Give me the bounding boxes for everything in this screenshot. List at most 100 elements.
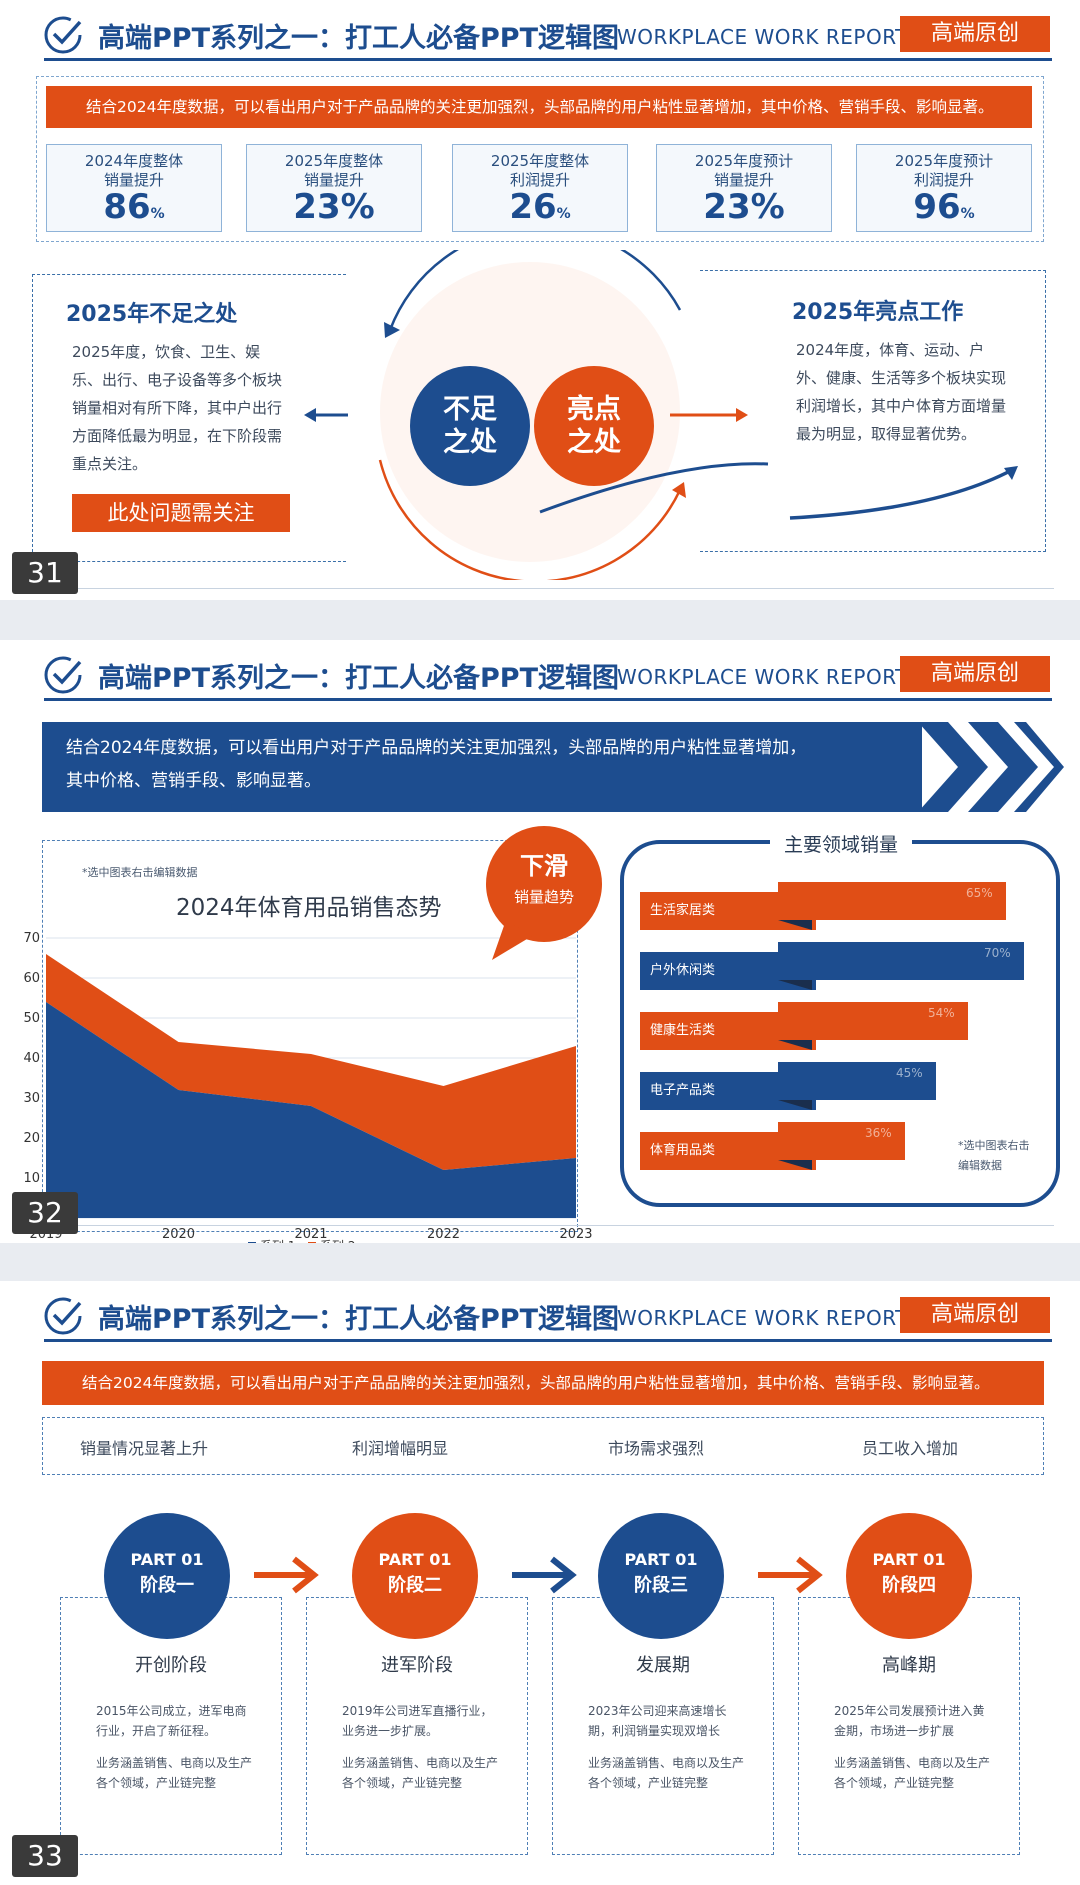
stat-value: 96% bbox=[913, 187, 975, 227]
stage-description: 2023年公司迎来高速增长期，利润销量实现双增长 bbox=[588, 1704, 727, 1738]
hbar-fill bbox=[778, 1122, 905, 1160]
stat-value: 23% bbox=[293, 187, 375, 227]
weakness-circle: 不足之处 bbox=[410, 366, 530, 486]
hbar-value-label: 36% bbox=[865, 1126, 892, 1140]
stage-description: 2019年公司进军直播行业，业务进一步扩展。 bbox=[342, 1704, 493, 1738]
slide-title: 高端PPT系列之一：打工人必备PPT逻辑图 bbox=[98, 1304, 619, 1335]
highlight-label: 销量情况显著上升 bbox=[80, 1439, 209, 1458]
stage-title: 高峰期 bbox=[882, 1655, 936, 1676]
growth-arrow-icon bbox=[789, 466, 1018, 520]
slide-31: 高端PPT系列之一：打工人必备PPT逻辑图 WORKPLACE WORK REP… bbox=[0, 0, 1080, 600]
hbar-fill bbox=[778, 1002, 968, 1040]
highlight-panel bbox=[700, 270, 1046, 552]
stat-value: 26% bbox=[509, 187, 571, 227]
header-rule bbox=[44, 1339, 1052, 1342]
hbar-value-label: 70% bbox=[984, 946, 1011, 960]
check-circle-icon bbox=[44, 16, 82, 54]
summary-banner: 结合2024年度数据，可以看出用户对于产品品牌的关注更加强烈，头部品牌的用户粘性… bbox=[42, 1361, 1044, 1405]
stat-label: 2025年度整体 利润提升 bbox=[490, 152, 590, 189]
original-tag: 高端原创 bbox=[900, 656, 1050, 692]
stat-label: 2024年度整体 销量提升 bbox=[84, 152, 184, 189]
slide-title: 高端PPT系列之一：打工人必备PPT逻辑图 bbox=[98, 23, 619, 54]
highlight-title: 2025年亮点工作 bbox=[792, 300, 964, 325]
stage-scope: 业务涵盖销售、电商以及生产各个领域，产业链完整 bbox=[588, 1756, 745, 1790]
stage-name: 阶段二 bbox=[388, 1575, 442, 1596]
stage-part-label: PART 01 bbox=[378, 1550, 452, 1569]
category-sales-title: 主要领域销量 bbox=[770, 830, 913, 857]
area-series-2 bbox=[46, 954, 576, 1170]
weakness-title: 2025年不足之处 bbox=[66, 302, 238, 327]
y-tick-label: 70 bbox=[23, 931, 40, 946]
hbar-fold bbox=[778, 920, 812, 930]
stage-part-label: PART 01 bbox=[872, 1550, 946, 1569]
arrow-right-icon bbox=[758, 1556, 823, 1594]
check-circle-icon bbox=[44, 1297, 82, 1335]
side-note: *选中图表右击编辑数据 bbox=[958, 1139, 1030, 1172]
stage-circle: PART 01 阶段三 bbox=[598, 1513, 724, 1639]
stat-card: 2025年度预计 销量提升 23% bbox=[656, 144, 832, 232]
original-tag: 高端原创 bbox=[900, 16, 1050, 52]
banner-line-2: 其中价格、营销手段、影响显著。 bbox=[66, 771, 321, 791]
arrow-right-icon bbox=[512, 1556, 577, 1594]
summary-banner: 结合2024年度数据，可以看出用户对于产品品牌的关注更加强烈，头部品牌的用户粘性… bbox=[46, 86, 1032, 128]
hbar-fold bbox=[778, 1040, 812, 1050]
hbar-fold bbox=[778, 1100, 812, 1110]
stat-card: 2025年度整体 利润提升 26% bbox=[452, 144, 628, 232]
hbar-value-label: 54% bbox=[928, 1006, 955, 1020]
stage-name: 阶段四 bbox=[882, 1575, 936, 1596]
y-tick-label: 50 bbox=[23, 1011, 40, 1026]
attention-button[interactable]: 此处问题需关注 bbox=[72, 494, 290, 532]
stats-frame bbox=[36, 76, 1044, 242]
stage-title: 进军阶段 bbox=[381, 1655, 453, 1676]
stage-description: 2015年公司成立，进军电商行业，开启了新征程。 bbox=[96, 1704, 247, 1738]
highlight-circle-label: 亮点之处 bbox=[567, 394, 621, 458]
weakness-panel bbox=[32, 274, 346, 562]
bubble-subtitle: 销量趋势 bbox=[513, 888, 574, 906]
legend-swatch-series-1 bbox=[248, 1242, 256, 1243]
cycle-graphic bbox=[304, 250, 769, 580]
slide-header: 高端PPT系列之一：打工人必备PPT逻辑图 WORKPLACE WORK REP… bbox=[0, 0, 1080, 68]
stage-title: 发展期 bbox=[636, 1655, 690, 1676]
hbar-fold bbox=[778, 980, 812, 990]
hbar-value-label: 65% bbox=[966, 886, 993, 900]
y-tick-label: 40 bbox=[23, 1051, 40, 1066]
chart-frame bbox=[42, 840, 578, 1232]
check-circle-icon bbox=[44, 656, 82, 694]
stat-card: 2025年度预计 利润提升 96% bbox=[856, 144, 1032, 232]
hbar-fill bbox=[778, 1062, 936, 1100]
y-tick-label: 20 bbox=[23, 1131, 40, 1146]
stage-name: 阶段三 bbox=[634, 1575, 688, 1596]
area-chart-title: 2024年体育用品销售态势 bbox=[176, 895, 442, 921]
slide-number: 31 bbox=[12, 552, 78, 594]
area-chart: 01020304050607020192020202120222023系列 1系… bbox=[23, 931, 593, 1243]
speech-bubble-icon bbox=[486, 826, 602, 960]
stage-description: 2025年公司发展预计进入黄金期，市场进一步扩展 bbox=[834, 1704, 985, 1738]
legend-swatch-series-2 bbox=[308, 1242, 316, 1243]
slide-title: 高端PPT系列之一：打工人必备PPT逻辑图 bbox=[98, 663, 619, 694]
slide-subtitle: WORKPLACE WORK REPORT bbox=[617, 1306, 908, 1330]
weakness-text: 2025年度，饮食、卫生、娱乐、出行、电子设备等多个板块销量相对有所下降，其中户… bbox=[72, 343, 283, 473]
stage-scope: 业务涵盖销售、电商以及生产各个领域，产业链完整 bbox=[96, 1756, 253, 1790]
slide-number: 33 bbox=[12, 1835, 78, 1877]
legend-label-series-1: 系列 1 bbox=[260, 1239, 295, 1243]
highlight-label: 利润增幅明显 bbox=[352, 1439, 449, 1458]
summary-banner: 结合2024年度数据，可以看出用户对于产品品牌的关注更加强烈，头部品牌的用户粘性… bbox=[42, 722, 922, 812]
weakness-circle-label: 不足之处 bbox=[443, 394, 497, 458]
hbar-value-label: 45% bbox=[896, 1066, 923, 1080]
x-tick-label: 2023 bbox=[559, 1227, 592, 1242]
stat-card: 2025年度整体 销量提升 23% bbox=[246, 144, 422, 232]
header-rule bbox=[44, 698, 1052, 701]
stage-part-label: PART 01 bbox=[624, 1550, 698, 1569]
chevron-arrows-icon bbox=[918, 722, 1064, 812]
stage-circle: PART 01 阶段二 bbox=[352, 1513, 478, 1639]
stage-circle: PART 01 阶段一 bbox=[104, 1513, 230, 1639]
stage-title: 开创阶段 bbox=[135, 1655, 207, 1676]
chart-note: *选中图表右击编辑数据 bbox=[82, 866, 198, 879]
header-rule bbox=[44, 58, 1052, 61]
slide-subtitle: WORKPLACE WORK REPORT bbox=[617, 665, 908, 689]
slide-header: 高端PPT系列之一：打工人必备PPT逻辑图 WORKPLACE WORK REP… bbox=[0, 1281, 1080, 1349]
stat-card: 2024年度整体 销量提升 86% bbox=[46, 144, 222, 232]
slide-33: 高端PPT系列之一：打工人必备PPT逻辑图 WORKPLACE WORK REP… bbox=[0, 1281, 1080, 1885]
slide-header: 高端PPT系列之一：打工人必备PPT逻辑图 WORKPLACE WORK REP… bbox=[0, 640, 1080, 708]
slide-footer-rule bbox=[30, 1225, 1054, 1226]
